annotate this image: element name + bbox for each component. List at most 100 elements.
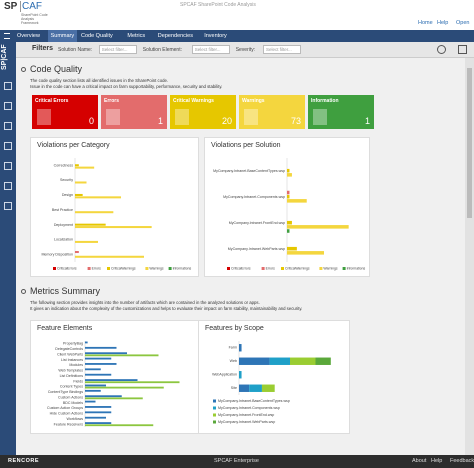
section-text: Issue in the code can have a critical im… xyxy=(30,84,223,89)
filter-bar: Filters Solution Name: Select filter... Sol… xyxy=(16,42,474,58)
nav-tab[interactable]: Dependencies xyxy=(157,33,193,39)
filter-label: Solution Element: xyxy=(142,47,182,53)
header-link[interactable]: Help xyxy=(437,20,449,26)
legend-swatch xyxy=(213,406,216,410)
sidebar-icon[interactable] xyxy=(4,102,12,110)
tile[interactable]: Critical Errors 0 xyxy=(32,95,98,129)
legend-label: Errors xyxy=(92,266,102,270)
tile[interactable]: Warnings 73 xyxy=(239,95,305,129)
sidebar-icon[interactable] xyxy=(4,182,12,190)
bar xyxy=(287,225,349,229)
content: Code Quality The code quality section lis… xyxy=(16,58,465,455)
category-label: Fields xyxy=(73,379,83,383)
chart-panel: Violations per Category Correctness Securi… xyxy=(30,137,199,277)
tile[interactable]: Errors 1 xyxy=(101,95,167,129)
tile[interactable]: Information 1 xyxy=(308,95,374,129)
chart: Farm Web WebApplication Site MyCompany.Intra… xyxy=(212,341,331,424)
section-text: The code quality section lists all ident… xyxy=(30,78,169,83)
category-label: WebApplication xyxy=(212,373,237,377)
bar xyxy=(85,416,106,419)
filter-input[interactable]: Select filter... xyxy=(98,45,137,54)
sidebar: SP|CAF xyxy=(0,42,16,455)
category-label: Hide Custom Actions xyxy=(50,412,84,416)
bar xyxy=(85,363,117,365)
sidebar-icon[interactable] xyxy=(4,122,12,130)
category-label: Custom Action Groups xyxy=(47,406,83,410)
header-link[interactable]: Open xyxy=(456,20,470,26)
sidebar-icon[interactable] xyxy=(4,202,12,210)
bar xyxy=(85,397,143,400)
nav-bar: Overview Summary Code Quality Metrics Depend… xyxy=(0,30,474,42)
bar xyxy=(75,255,144,258)
legend-label: CriticalWarnings xyxy=(285,266,310,270)
legend-label: Warnings xyxy=(149,266,163,270)
logo: SP xyxy=(4,1,18,12)
category-label: Client WebParts xyxy=(57,352,83,356)
bar xyxy=(85,411,112,414)
category-label: Memory Disposition xyxy=(41,253,73,257)
tile[interactable]: Critical Warnings 20 xyxy=(170,95,236,129)
footer-link[interactable]: Feedback xyxy=(450,458,474,464)
tile-icon xyxy=(175,109,189,125)
sidebar-icon[interactable] xyxy=(4,82,12,90)
bar xyxy=(75,193,83,196)
category-label: MyCompany.Intranet.Components.wsp xyxy=(223,195,285,199)
chart-panel: Feature Elements PropertyBag DelegateContr… xyxy=(30,320,199,434)
chart-panel: Features by Scope Farm Web WebApplication Si… xyxy=(198,320,350,434)
collapse-icon[interactable] xyxy=(21,289,26,294)
nav-tab[interactable]: Code Quality xyxy=(81,33,113,39)
section-heading: Code Quality xyxy=(30,64,83,74)
bar-segment xyxy=(290,357,316,365)
bar xyxy=(85,389,101,392)
nav-tab[interactable]: Metrics xyxy=(127,33,146,39)
collapse-icon[interactable] xyxy=(21,67,26,72)
nav-tab[interactable]: Summary xyxy=(47,30,78,42)
category-label: Workflows xyxy=(66,417,83,421)
tile-label: Information xyxy=(311,98,339,104)
category-label: Feature Receivers xyxy=(54,422,84,426)
category-label: List Instances xyxy=(61,358,83,362)
sidebar-icon[interactable] xyxy=(4,162,12,170)
legend-label: Informations xyxy=(347,266,366,270)
chart: MyCompany.Intranet.BaseContentTypes.wsp M… xyxy=(213,158,366,270)
bar xyxy=(75,196,121,199)
scrollbar xyxy=(465,58,474,455)
nav-tab[interactable]: Overview xyxy=(17,33,40,39)
tile-icon xyxy=(244,109,258,125)
legend-swatch xyxy=(319,267,323,270)
category-label: DelegateControls xyxy=(55,347,83,351)
nav-tab[interactable]: Inventory xyxy=(204,33,227,39)
filter-input[interactable]: Select filter... xyxy=(263,45,301,54)
tools-icon[interactable] xyxy=(458,45,467,54)
legend-label: Informations xyxy=(173,266,192,270)
legend-label: Errors xyxy=(266,266,276,270)
tile-label: Critical Errors xyxy=(35,98,69,104)
bar xyxy=(85,406,112,408)
smiley-icon[interactable] xyxy=(437,45,446,54)
tile-icon xyxy=(37,109,51,125)
filter-input[interactable]: Select filter... xyxy=(191,45,230,54)
category-label: Site xyxy=(231,386,237,390)
bar xyxy=(85,346,117,349)
brand: RENCORE xyxy=(8,458,40,464)
bar xyxy=(287,190,290,195)
bar xyxy=(75,166,95,169)
bar xyxy=(75,164,79,167)
legend-label: MyCompany.Intranet.BaseContentTypes.wsp xyxy=(218,399,290,403)
tile-value: 0 xyxy=(88,116,94,126)
category-label: Farm xyxy=(229,346,237,350)
bar xyxy=(85,422,112,424)
bar xyxy=(287,199,307,203)
category-label: PropertyBag xyxy=(63,342,83,346)
bar xyxy=(75,226,152,229)
sidebar-icon[interactable] xyxy=(4,142,12,150)
section-heading: Metrics Summary xyxy=(30,286,101,296)
bar xyxy=(85,341,88,344)
category-label: List Definitions xyxy=(60,374,84,378)
footer-link[interactable]: Help xyxy=(431,458,443,464)
header-link[interactable]: Home xyxy=(418,20,433,26)
tile-icon xyxy=(106,109,120,125)
category-label: Deployment xyxy=(54,223,73,227)
footer-link[interactable]: About xyxy=(412,458,427,464)
